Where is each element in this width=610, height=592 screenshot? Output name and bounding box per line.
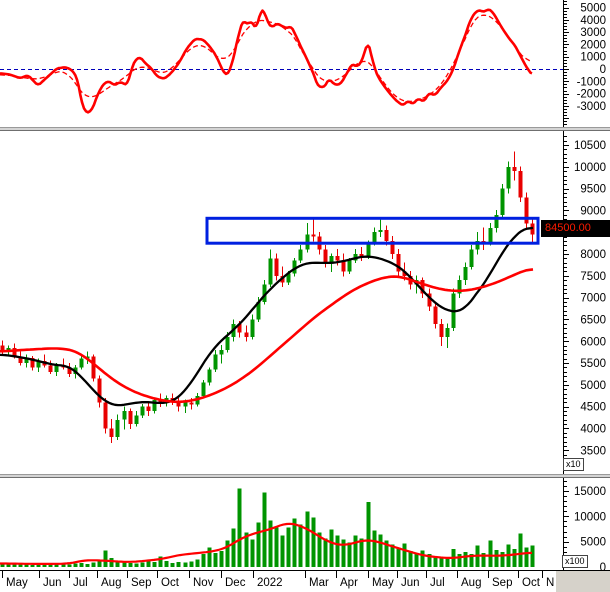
month-label: Nov bbox=[193, 577, 214, 589]
svg-text:10500: 10500 bbox=[574, 140, 606, 152]
svg-text:0: 0 bbox=[600, 64, 606, 76]
month-label: N bbox=[546, 577, 554, 589]
svg-text:-3000: -3000 bbox=[577, 101, 606, 113]
month-label: Sep bbox=[492, 577, 512, 589]
volume-y-axis[interactable]: 15000 10000 5000 0 bbox=[564, 481, 606, 574]
time-axis[interactable]: May Jun Jul Aug Sep Oct Nov Dec 2022 Mar Apr May Jun… bbox=[0, 570, 610, 592]
svg-text:-1000: -1000 bbox=[577, 76, 606, 88]
month-label: Mar bbox=[309, 577, 329, 589]
svg-text:2000: 2000 bbox=[580, 39, 606, 51]
svg-text:9000: 9000 bbox=[580, 205, 606, 217]
month-label: Oct bbox=[522, 577, 541, 589]
price-chart-canvas[interactable] bbox=[0, 131, 563, 474]
month-label: Jun bbox=[401, 577, 420, 589]
panel-splitter-bottom[interactable] bbox=[0, 474, 610, 478]
oscillator-chart-canvas[interactable] bbox=[0, 0, 563, 127]
volume-panel bbox=[0, 488, 535, 567]
svg-text:5000: 5000 bbox=[580, 3, 606, 15]
month-label: Sep bbox=[131, 577, 151, 589]
month-label: Jul bbox=[73, 577, 88, 589]
svg-text:5000: 5000 bbox=[580, 380, 606, 392]
svg-text:3000: 3000 bbox=[580, 27, 606, 39]
svg-text:10000: 10000 bbox=[574, 511, 606, 523]
ma_fast-line bbox=[0, 226, 534, 407]
svg-text:6000: 6000 bbox=[580, 336, 606, 348]
volume-scale-multiplier-badge: x100 bbox=[562, 555, 588, 568]
month-label: Jun bbox=[43, 577, 62, 589]
month-label: May bbox=[372, 577, 394, 589]
month-label: Apr bbox=[340, 577, 358, 589]
month-label: May bbox=[6, 577, 28, 589]
oscillator-panel bbox=[0, 8, 563, 114]
price-y-axis[interactable]: 1050010000950090008500800075007000650060… bbox=[564, 136, 606, 457]
volume-ma-line bbox=[0, 522, 533, 565]
last-price-label: 84500.00 bbox=[541, 220, 610, 237]
svg-text:8000: 8000 bbox=[580, 249, 606, 261]
month-label: 2022 bbox=[257, 577, 283, 589]
svg-text:5500: 5500 bbox=[580, 358, 606, 370]
month-label: Oct bbox=[161, 577, 180, 589]
svg-text:4000: 4000 bbox=[580, 424, 606, 436]
month-label: Aug bbox=[461, 577, 481, 589]
ma_slow-line bbox=[0, 268, 534, 404]
svg-text:7000: 7000 bbox=[580, 293, 606, 305]
svg-text:1000: 1000 bbox=[580, 52, 606, 64]
svg-text:0: 0 bbox=[600, 562, 606, 574]
month-label: Aug bbox=[101, 577, 121, 589]
price-scale-multiplier-badge: x10 bbox=[563, 458, 584, 471]
svg-text:6500: 6500 bbox=[580, 315, 606, 327]
month-label: Dec bbox=[225, 577, 246, 589]
price-panel bbox=[0, 151, 535, 443]
oscillator-line bbox=[0, 8, 533, 114]
svg-text:4500: 4500 bbox=[580, 402, 606, 414]
svg-text:-2000: -2000 bbox=[577, 89, 606, 101]
svg-text:4000: 4000 bbox=[580, 15, 606, 27]
month-label: Jul bbox=[430, 577, 445, 589]
svg-text:10000: 10000 bbox=[574, 162, 606, 174]
svg-text:5000: 5000 bbox=[580, 537, 606, 549]
svg-text:15000: 15000 bbox=[574, 486, 606, 498]
volume-chart-canvas[interactable] bbox=[0, 478, 563, 570]
svg-text:7500: 7500 bbox=[580, 271, 606, 283]
panel-splitter-top[interactable] bbox=[0, 127, 610, 131]
y-axis-line bbox=[563, 0, 564, 571]
svg-text:3500: 3500 bbox=[580, 445, 606, 457]
svg-text:9500: 9500 bbox=[580, 184, 606, 196]
resistance-annotation-box[interactable] bbox=[205, 216, 540, 245]
